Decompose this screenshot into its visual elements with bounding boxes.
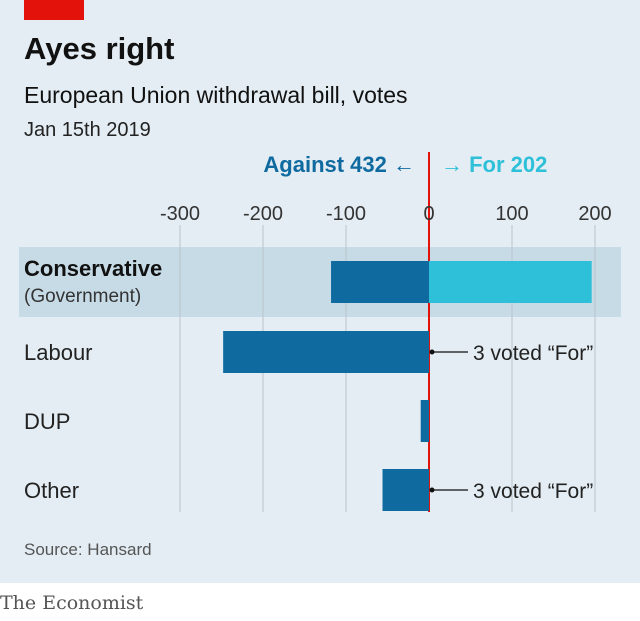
x-tick-label: -100 [326, 203, 366, 225]
annotation-text: 3 voted “For” [473, 480, 593, 503]
x-tick-label: -200 [243, 203, 283, 225]
x-tick-label: 200 [578, 203, 611, 225]
source-note: Source: Hansard [24, 540, 152, 559]
category-label: Labour [24, 340, 93, 365]
for-total-label: → For 202 [441, 152, 547, 177]
bar-against [382, 469, 429, 511]
category-label: DUP [24, 409, 70, 434]
bar-chart: -300 -200 -100 0 100 200 Against 432 ← → For 20… [19, 152, 621, 512]
brand-red-tag [24, 0, 84, 20]
x-tick-label: -300 [160, 203, 200, 225]
x-tick-label: 100 [495, 203, 528, 225]
category-label: Other [24, 478, 79, 503]
chart-subtitle: European Union withdrawal bill, votes [24, 82, 408, 108]
against-total-label: Against 432 ← [263, 152, 415, 177]
x-tick-label: 0 [423, 203, 434, 225]
category-sublabel: (Government) [24, 286, 141, 307]
bar-for [429, 261, 592, 303]
bar-against [223, 331, 429, 373]
annotation-text: 3 voted “For” [473, 342, 593, 365]
bar-against [331, 261, 429, 303]
chart-title: Ayes right [24, 31, 175, 66]
publisher-logo: The Economist [0, 592, 144, 614]
bar-against [420, 400, 429, 442]
category-label: Conservative [24, 256, 162, 281]
chart-date: Jan 15th 2019 [24, 119, 151, 141]
